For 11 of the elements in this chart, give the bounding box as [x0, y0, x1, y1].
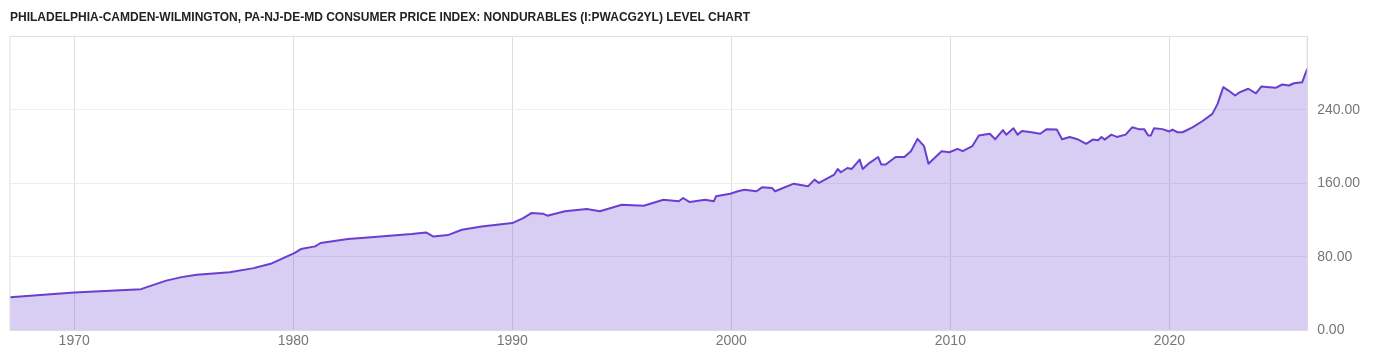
y-tick-label: 240.00 — [1317, 100, 1361, 117]
x-tick-label: 1970 — [58, 332, 90, 349]
x-tick-label: 1990 — [496, 332, 529, 349]
y-tick-label: 160.00 — [1317, 174, 1361, 191]
x-tick-label: 1980 — [277, 332, 309, 349]
x-tick-label: 2020 — [1153, 332, 1186, 349]
x-tick-label: 2010 — [934, 332, 967, 349]
y-tick-label: 0.00 — [1317, 321, 1345, 338]
chart-title: PHILADELPHIA-CAMDEN-WILMINGTON, PA-NJ-DE-MD CONSUMER PRICE INDEX: NONDURABLES (I:PWACG2YL) LEVEL CHART — [10, 9, 751, 24]
y-tick-label: 80.00 — [1317, 247, 1353, 264]
x-tick-label: 2000 — [715, 332, 748, 349]
